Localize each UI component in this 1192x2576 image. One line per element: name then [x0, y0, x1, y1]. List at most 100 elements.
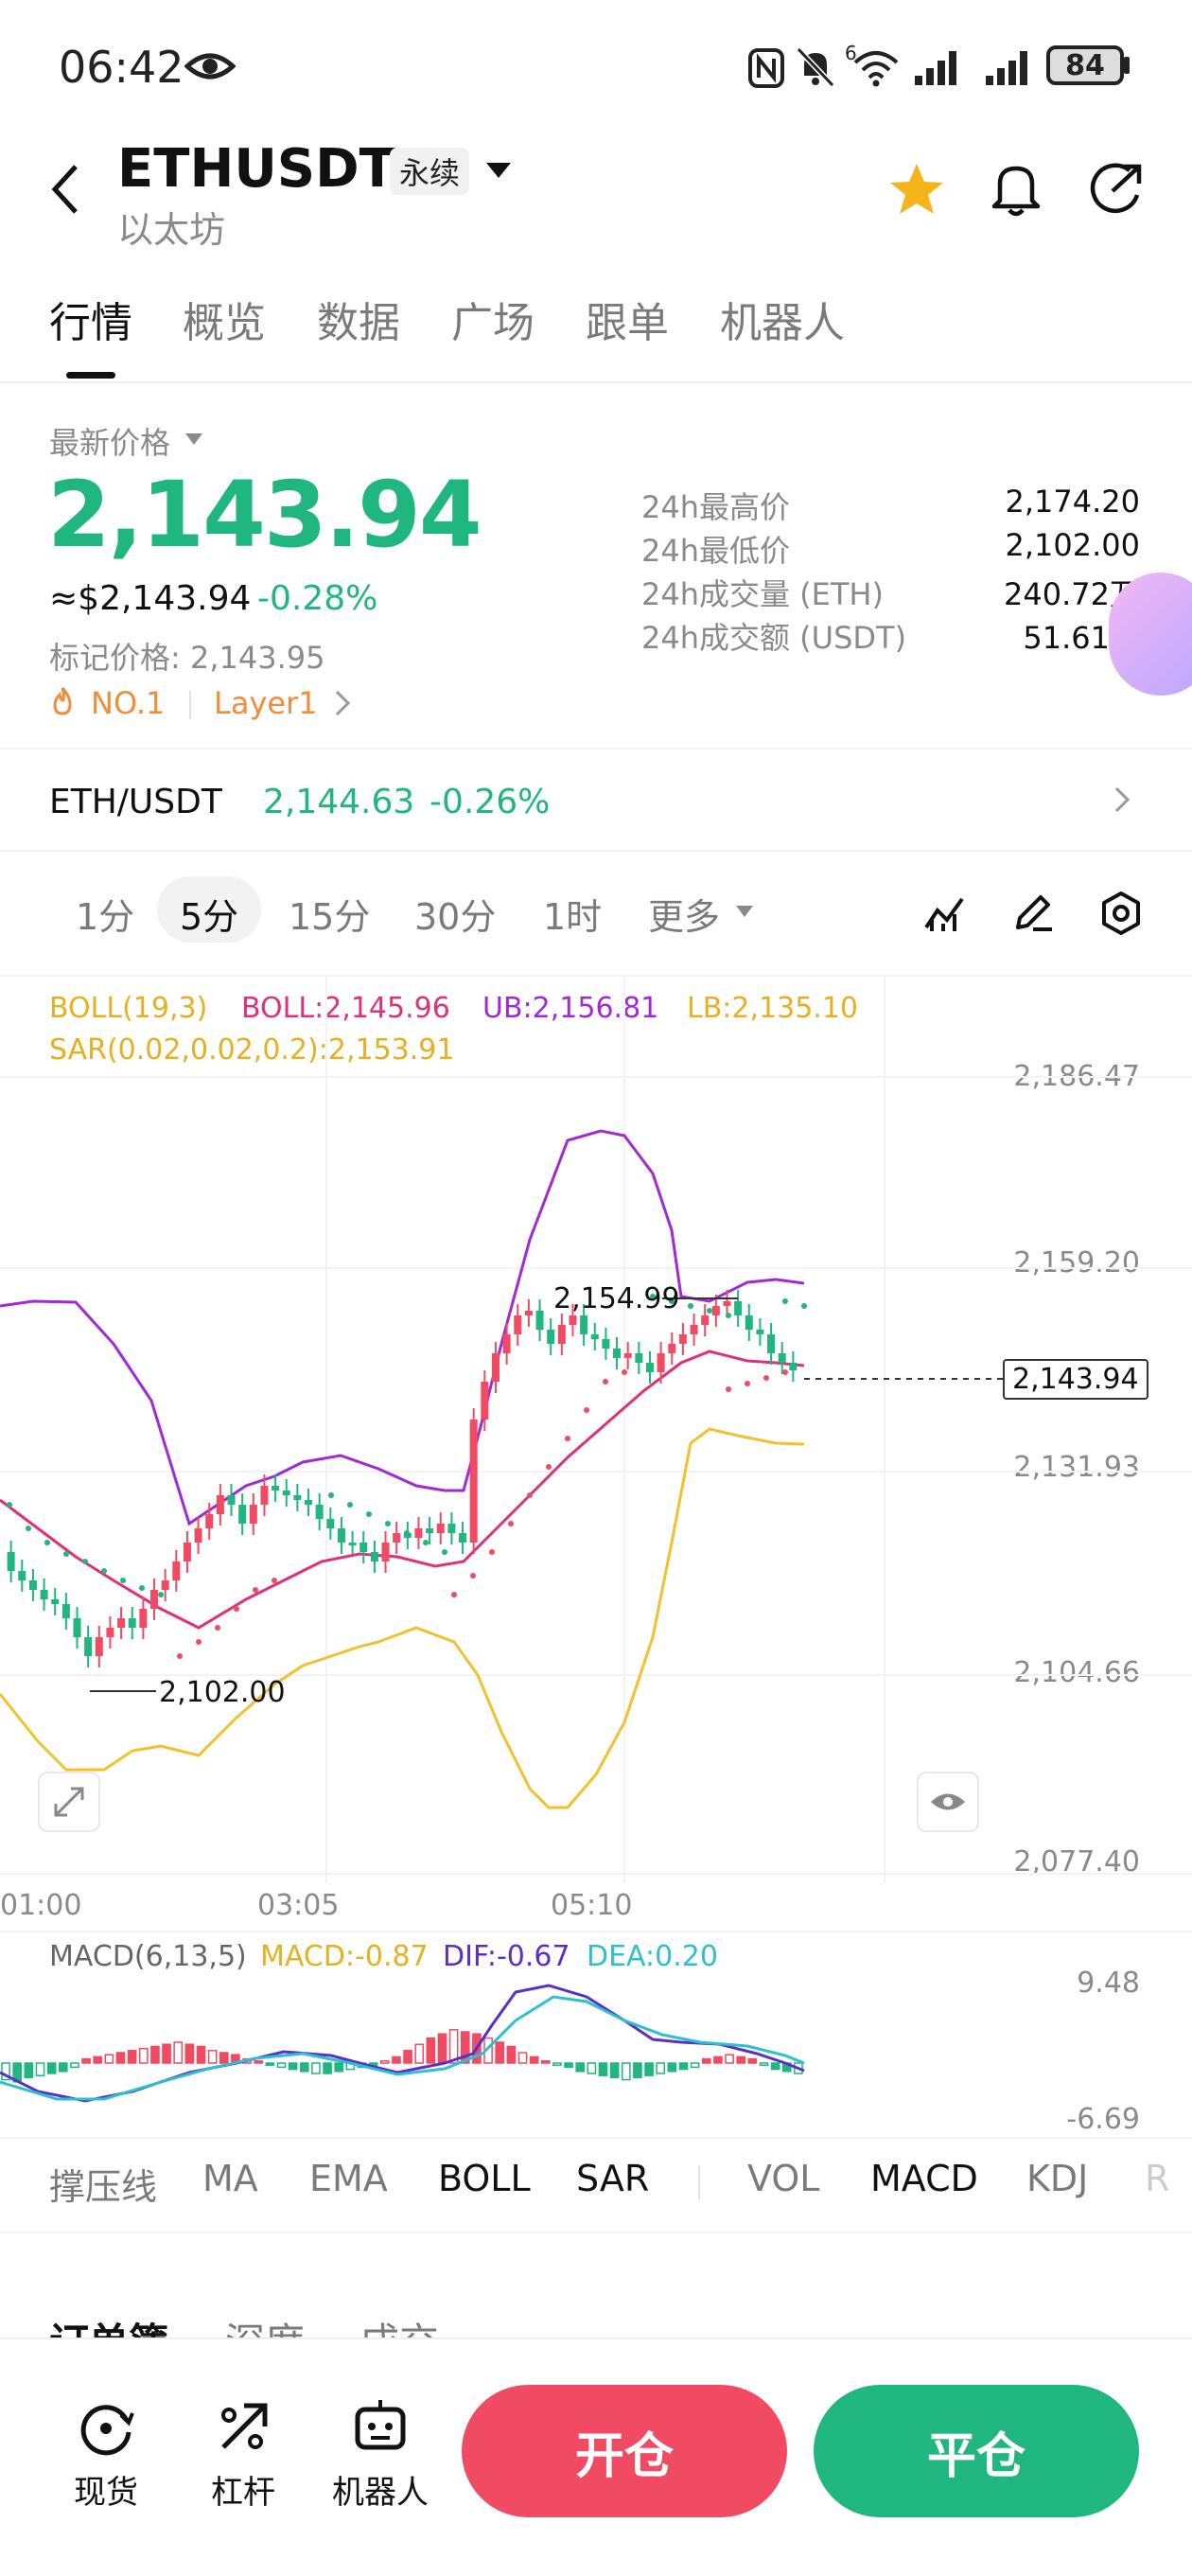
macd-axis-top: 9.48 — [1077, 1967, 1140, 2000]
tab-market[interactable]: 行情 — [49, 299, 132, 347]
dea-value: DEA:0.20 — [587, 1940, 718, 1973]
settings-icon[interactable] — [1097, 890, 1145, 937]
indicator-rsi-partial[interactable]: R — [1145, 2158, 1170, 2199]
macd-bar — [506, 2045, 517, 2064]
macd-chart[interactable] — [0, 1968, 946, 2139]
tab-bot[interactable]: 机器人 — [720, 299, 845, 347]
robot-icon[interactable] — [352, 2396, 409, 2455]
sar-dot — [404, 1530, 410, 1536]
dea-line — [0, 1995, 805, 2101]
macd-bar — [379, 2060, 390, 2064]
open-position-button[interactable]: 开仓 — [462, 2385, 787, 2517]
leverage-icon[interactable] — [216, 2400, 271, 2455]
sar-dot — [707, 1308, 712, 1314]
last-price-label[interactable]: 最新价格 — [49, 425, 171, 461]
candle-body — [205, 1514, 214, 1528]
contract-type-badge[interactable]: 永续 — [390, 148, 470, 195]
timeframe-more[interactable]: 更多 — [648, 896, 721, 938]
indicator-vol[interactable]: VOL — [747, 2158, 820, 2199]
chevron-right-icon[interactable] — [333, 689, 352, 717]
candle-body — [305, 1500, 313, 1505]
tab-trades[interactable]: 成交 — [359, 2311, 439, 2338]
boll-ub-legend: UB:2,156.81 — [482, 992, 659, 1025]
candle-body — [657, 1353, 665, 1372]
tab-overview[interactable]: 概览 — [183, 299, 266, 347]
timeframe-15m[interactable]: 15分 — [289, 896, 371, 938]
sar-dot — [328, 1492, 334, 1498]
macd-bar — [736, 2056, 746, 2064]
nav-spot-label[interactable]: 现货 — [74, 2474, 138, 2512]
more-caret-icon[interactable] — [734, 904, 755, 919]
candle-body — [150, 1590, 159, 1609]
indicator-macd[interactable]: MACD — [870, 2158, 978, 2199]
macd-bar — [24, 2062, 34, 2079]
sar-dot — [385, 1521, 391, 1526]
indicator-boll[interactable]: BOLL — [438, 2158, 531, 2199]
macd-bar — [621, 2062, 631, 2081]
price-change: -0.28% — [257, 579, 378, 618]
boll-upper-band — [0, 1129, 805, 1526]
time-axis-tick: 03:05 — [257, 1889, 340, 1922]
nav-leverage-label[interactable]: 杠杆 — [211, 2474, 275, 2512]
sar-dot — [177, 1653, 183, 1659]
indicator-kdj[interactable]: KDJ — [1026, 2158, 1089, 2199]
dif-value: DIF:-0.67 — [443, 1940, 570, 1973]
indicator-ema[interactable]: EMA — [309, 2158, 388, 2199]
candle-body — [447, 1524, 456, 1533]
tab-depth[interactable]: 深度 — [225, 2311, 305, 2338]
tab-data[interactable]: 数据 — [317, 299, 400, 347]
indicator-icon[interactable] — [922, 891, 966, 935]
candle-body — [436, 1524, 445, 1533]
symbol-title[interactable]: ETHUSDT — [117, 138, 395, 200]
candle-body — [690, 1325, 698, 1334]
sar-dot — [158, 1592, 164, 1597]
macd-bar — [46, 2062, 57, 2074]
macd-bar — [644, 2062, 654, 2076]
back-arrow-icon[interactable] — [47, 161, 85, 218]
macd-axis-bottom: -6.69 — [1066, 2103, 1140, 2136]
macd-bar — [173, 2041, 184, 2064]
floating-assistant-button[interactable] — [1109, 573, 1192, 696]
candle-body — [580, 1315, 588, 1334]
stat-label-high: 24h最高价 — [641, 489, 791, 525]
timeframe-1m[interactable]: 1分 — [76, 896, 135, 938]
tab-copy[interactable]: 跟单 — [586, 299, 669, 347]
spot-price: 2,144.63 — [263, 783, 415, 821]
sar-dot — [565, 1436, 570, 1441]
category-tag[interactable]: Layer1 — [214, 685, 318, 721]
boll-legend-label: BOLL(19,3) — [49, 992, 208, 1025]
candle-body — [249, 1505, 257, 1524]
dropdown-caret-icon[interactable] — [484, 161, 513, 180]
caret-down-icon[interactable] — [184, 432, 204, 447]
macd-value: MACD:-0.87 — [260, 1940, 429, 1973]
candle-body — [535, 1311, 544, 1330]
timeframe-30m[interactable]: 30分 — [414, 896, 497, 938]
candle-body — [645, 1363, 654, 1372]
spot-chevron-right-icon[interactable] — [1113, 785, 1131, 814]
draw-pen-icon[interactable] — [1010, 890, 1056, 935]
timeframe-1h[interactable]: 1时 — [543, 896, 603, 938]
macd-bar — [219, 2052, 229, 2064]
spot-icon[interactable] — [78, 2400, 134, 2457]
spot-pair[interactable]: ETH/USDT — [49, 783, 222, 821]
close-position-button[interactable]: 平仓 — [814, 2385, 1139, 2517]
candle-body — [756, 1330, 764, 1334]
indicator-support[interactable]: 撑压线 — [49, 2166, 158, 2208]
share-icon[interactable] — [1088, 161, 1147, 218]
star-icon[interactable] — [887, 161, 946, 218]
indicator-ma[interactable]: MA — [202, 2158, 258, 2199]
tab-orderbook[interactable]: 订单簿 — [49, 2311, 168, 2338]
indicator-sar[interactable]: SAR — [576, 2158, 650, 2199]
orderbook-tabs: 订单簿 深度 成交 — [0, 2271, 1192, 2338]
fullscreen-button[interactable] — [38, 1772, 100, 1832]
candlestick-chart[interactable] — [0, 975, 1192, 1883]
visibility-button[interactable] — [917, 1772, 979, 1832]
bell-icon[interactable] — [989, 159, 1043, 220]
sar-dot — [527, 1492, 533, 1498]
rank-badge[interactable]: NO.1 — [91, 685, 166, 721]
candle-body — [613, 1349, 622, 1358]
candle-body — [128, 1618, 136, 1628]
timeframe-5m[interactable]: 5分 — [180, 896, 239, 938]
tab-square[interactable]: 广场 — [451, 299, 535, 347]
nav-bot-label[interactable]: 机器人 — [332, 2474, 429, 2512]
